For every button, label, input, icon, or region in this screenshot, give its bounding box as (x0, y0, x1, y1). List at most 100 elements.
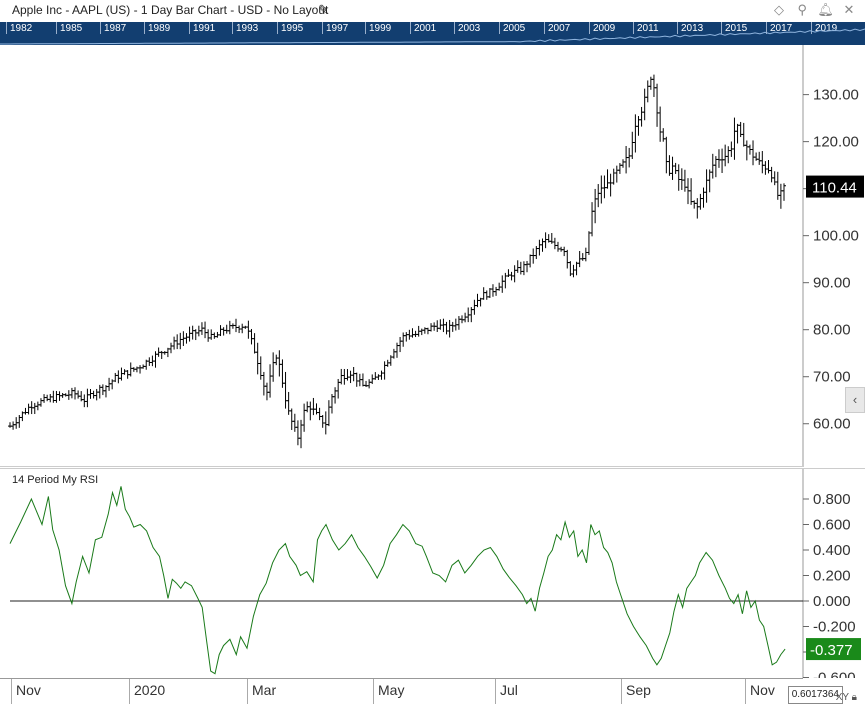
close-icon[interactable]: ✕ (843, 2, 855, 17)
timeline-tick (677, 22, 678, 34)
ohlc-bar (580, 253, 585, 261)
ohlc-bar (611, 168, 616, 185)
timeline-year-label: 2015 (725, 23, 748, 34)
ohlc-bar (382, 361, 387, 380)
ohlc-bar (283, 371, 288, 409)
ohlc-bar (571, 264, 576, 278)
ohlc-bar (723, 144, 728, 167)
ohlc-bar (317, 407, 322, 421)
ohlc-bar (376, 374, 381, 380)
ohlc-bar (113, 372, 118, 383)
diamond-icon[interactable]: ◇ (773, 2, 784, 17)
timeline-year-label: 1985 (60, 23, 83, 34)
ohlc-bar (35, 401, 40, 411)
xy-readout: 0.6017364 (787, 686, 843, 704)
ohlc-bar (193, 329, 198, 341)
ohlc-bar (435, 320, 440, 332)
ohlc-bar (484, 290, 489, 300)
ohlc-bar (60, 392, 65, 398)
rsi-line (9, 486, 786, 675)
timeline-year-label: 2019 (815, 23, 838, 34)
ohlc-bar (472, 299, 477, 315)
rsi-chart[interactable]: 0.8000.6000.4000.2000.000-0.200-0.400-0.… (0, 468, 865, 687)
ohlc-bar (227, 320, 232, 335)
ohlc-bar (91, 390, 96, 399)
ohlc-bar (264, 382, 269, 401)
rsi-axis-label: 0.800 (813, 491, 851, 508)
ohlc-bar (760, 151, 765, 174)
ohlc-bar (676, 164, 681, 191)
last-price-badge (806, 175, 864, 198)
edit-pencil-icon[interactable]: ✎ (318, 2, 329, 17)
ohlc-bar (525, 260, 530, 273)
rsi-axis-label: 0.000 (813, 593, 851, 610)
ohlc-bar (757, 151, 762, 165)
ohlc-bar (772, 171, 777, 186)
ohlc-bar (54, 390, 59, 403)
rsi-title: 14 Period My RSI (12, 474, 99, 486)
x-axis-label: Nov (16, 682, 41, 698)
ohlc-bar (732, 117, 737, 160)
ohlc-bar (704, 169, 709, 203)
ohlc-bar (574, 261, 579, 276)
timeline-tick (811, 22, 812, 34)
ohlc-bar (636, 116, 641, 136)
xy-button[interactable]: XY 🔒︎ (835, 692, 857, 703)
ohlc-bar (246, 320, 251, 339)
timeline-year-label: 1997 (326, 23, 349, 34)
ohlc-bar (224, 324, 229, 334)
ohlc-bar (345, 369, 350, 381)
collapse-panel-button[interactable]: ‹ (845, 387, 865, 413)
ohlc-bar (286, 391, 291, 415)
ohlc-bar (590, 202, 595, 237)
ohlc-bar (42, 394, 47, 403)
ohlc-bar (351, 367, 356, 382)
price-chart[interactable]: 130.00120.00110.00100.0090.0080.0070.006… (0, 45, 865, 467)
ohlc-bar (32, 402, 37, 414)
x-axis[interactable]: 0.6017364 XY 🔒︎ Nov 2020 Mar May Jul Sep Nov (0, 678, 865, 708)
ohlc-bar (763, 161, 768, 175)
ohlc-bar (240, 323, 245, 334)
timeline-year-label: 2009 (593, 23, 616, 34)
x-axis-tick (373, 678, 374, 704)
ohlc-bar (664, 136, 669, 174)
rsi-value-badge (806, 638, 861, 661)
ohlc-bar (230, 323, 235, 329)
ohlc-bar (658, 106, 663, 142)
ohlc-bar (447, 319, 452, 338)
ohlc-bar (620, 159, 625, 168)
ohlc-bar (159, 350, 164, 359)
ohlc-bar (661, 128, 666, 142)
pin-icon[interactable]: ⚲ (797, 2, 808, 17)
ohlc-bar (438, 319, 443, 330)
ohlc-bar (274, 354, 279, 366)
ohlc-bar (268, 364, 273, 398)
timeline-tick (633, 22, 634, 34)
ohlc-bar (540, 238, 545, 252)
ohlc-bar (299, 419, 304, 449)
x-axis-line (0, 678, 803, 679)
ohlc-bar (555, 241, 560, 252)
timeline-navigator[interactable]: 1982 1985 1987 1989 1991 1993 1995 1997 1999 2001… (0, 22, 865, 45)
price-panel[interactable]: 130.00120.00110.00100.0090.0080.0070.006… (0, 45, 865, 467)
rsi-panel[interactable]: 0.8000.6000.4000.2000.000-0.200-0.400-0.… (0, 468, 865, 687)
timeline-year-label: 1982 (10, 23, 33, 34)
rsi-axis-label: -0.600 (813, 670, 856, 679)
ohlc-bar (608, 173, 613, 197)
x-axis-label: Jul (500, 682, 518, 698)
price-axis-label: 100.00 (813, 228, 859, 245)
ohlc-bar (82, 394, 87, 408)
rsi-axis-label: 0.200 (813, 568, 851, 585)
ohlc-bar (494, 286, 499, 296)
ohlc-bar (391, 348, 396, 359)
ohlc-bar (655, 83, 660, 127)
ohlc-bar (271, 352, 276, 382)
ohlc-bar (531, 248, 536, 264)
ohlc-bar (692, 200, 697, 209)
ohlc-bar (744, 140, 749, 161)
bell-icon[interactable]: 🔔︎ (817, 2, 834, 17)
ohlc-bar (670, 156, 675, 180)
ohlc-bar (627, 147, 632, 168)
ohlc-bar (410, 328, 415, 338)
ohlc-bar (419, 328, 424, 336)
